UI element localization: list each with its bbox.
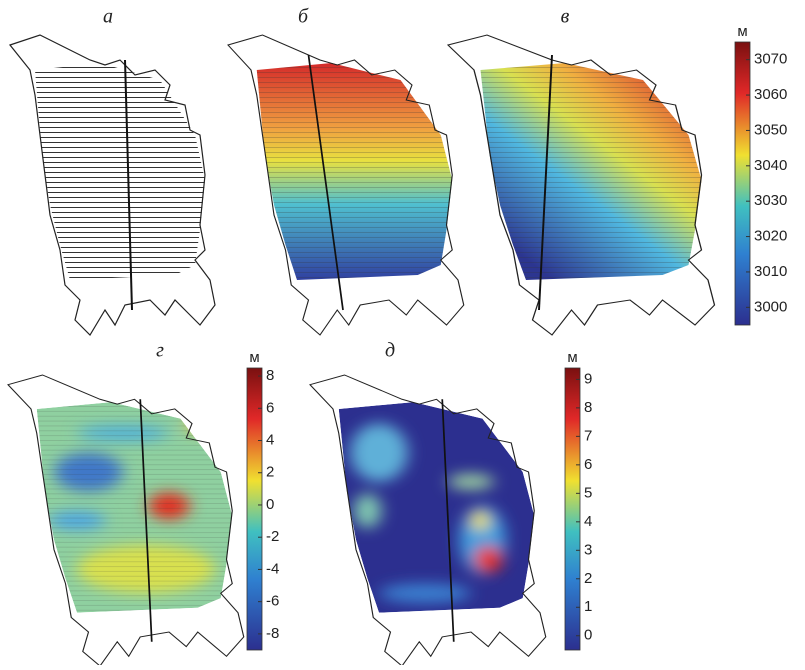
map-b [228, 35, 464, 335]
panel-label: г [156, 340, 164, 362]
map-d [310, 375, 546, 665]
tick-label: -2 [266, 528, 279, 545]
tick-label: 3020 [754, 228, 787, 245]
panel-label: б [298, 6, 309, 28]
colorbar-unit: м [737, 23, 747, 40]
tick-label: 7 [584, 427, 592, 444]
tick-label: 3 [584, 541, 592, 558]
tick-label: -8 [266, 625, 279, 642]
tick-label: 6 [266, 399, 274, 416]
tick-label: 3010 [754, 263, 787, 280]
map-v [448, 35, 715, 335]
tick-label: 4 [584, 513, 592, 530]
panel-label: а [103, 6, 113, 28]
tick-label: 3000 [754, 298, 787, 315]
colorbar-unit: м [567, 349, 577, 366]
tick-label: -6 [266, 593, 279, 610]
tick-label: 4 [266, 431, 274, 448]
tick-label: 3040 [754, 157, 787, 174]
tick-label: 1 [584, 598, 592, 615]
tick-label: 3060 [754, 86, 787, 103]
colorbar [735, 42, 750, 325]
tick-label: 5 [584, 484, 592, 501]
panel-label: д [385, 340, 395, 362]
tick-label: 0 [266, 496, 274, 513]
tick-label: 2 [266, 464, 274, 481]
colorbar [247, 368, 262, 650]
tick-label: 3070 [754, 51, 787, 68]
tick-label: 3050 [754, 121, 787, 138]
tick-label: 9 [584, 370, 592, 387]
tick-label: 2 [584, 570, 592, 587]
tick-label: 0 [584, 627, 592, 644]
tick-label: 8 [584, 399, 592, 416]
tick-label: -4 [266, 560, 279, 577]
figure: а б в г д м30003010302030303040305030603… [0, 0, 805, 665]
tick-label: 8 [266, 367, 274, 384]
map-a [10, 35, 215, 335]
colorbar-unit: м [249, 349, 259, 366]
map-g [8, 375, 244, 665]
panel-label: в [561, 6, 570, 28]
tick-label: 3030 [754, 192, 787, 209]
tick-label: 6 [584, 456, 592, 473]
